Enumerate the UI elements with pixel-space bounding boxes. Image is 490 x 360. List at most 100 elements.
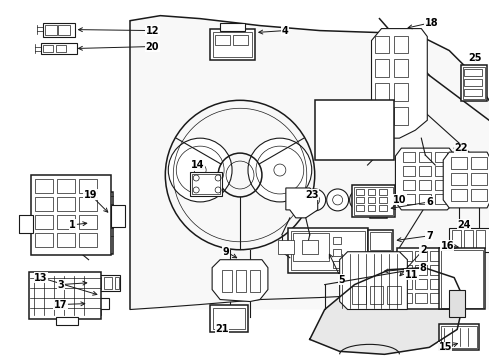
Bar bbox=[293, 233, 329, 261]
Circle shape bbox=[304, 189, 326, 211]
Text: 18: 18 bbox=[424, 18, 438, 28]
Bar bbox=[43, 45, 53, 53]
Bar bbox=[471, 157, 487, 169]
Bar bbox=[451, 157, 467, 169]
Bar bbox=[471, 173, 487, 185]
Circle shape bbox=[248, 138, 312, 202]
Bar bbox=[333, 261, 341, 268]
Bar bbox=[463, 67, 485, 99]
Polygon shape bbox=[212, 260, 268, 302]
Bar bbox=[452, 230, 461, 248]
Bar bbox=[430, 293, 442, 302]
Bar bbox=[451, 173, 467, 185]
Text: 21: 21 bbox=[215, 324, 229, 334]
Bar bbox=[368, 197, 375, 203]
Polygon shape bbox=[310, 268, 464, 354]
Bar bbox=[356, 189, 364, 195]
Bar bbox=[430, 251, 442, 261]
Bar bbox=[29, 272, 100, 319]
Bar bbox=[210, 28, 255, 60]
Circle shape bbox=[349, 189, 371, 211]
Bar bbox=[78, 197, 97, 211]
Bar bbox=[375, 107, 390, 125]
Bar bbox=[439, 324, 479, 350]
Polygon shape bbox=[130, 15, 489, 310]
Bar bbox=[416, 265, 427, 275]
Bar bbox=[57, 179, 74, 193]
Bar bbox=[354, 187, 393, 215]
Bar bbox=[333, 237, 341, 244]
Bar bbox=[464, 69, 482, 76]
Bar bbox=[236, 270, 246, 292]
Bar bbox=[394, 84, 408, 101]
Polygon shape bbox=[371, 28, 427, 138]
Bar bbox=[319, 104, 390, 156]
Bar bbox=[461, 66, 487, 101]
Bar bbox=[379, 197, 388, 203]
Text: 2: 2 bbox=[420, 245, 427, 255]
Text: 20: 20 bbox=[146, 41, 159, 51]
Bar bbox=[57, 215, 74, 229]
Text: 11: 11 bbox=[405, 270, 418, 280]
Polygon shape bbox=[395, 148, 455, 210]
Bar bbox=[449, 289, 465, 318]
Text: 22: 22 bbox=[454, 143, 468, 153]
Bar bbox=[222, 270, 232, 292]
Circle shape bbox=[168, 138, 232, 202]
Bar bbox=[333, 249, 341, 256]
Bar bbox=[111, 205, 125, 227]
Bar bbox=[419, 152, 431, 162]
Text: 16: 16 bbox=[441, 241, 454, 251]
Bar bbox=[400, 293, 413, 302]
Bar bbox=[379, 189, 388, 195]
Bar bbox=[58, 24, 70, 35]
Bar bbox=[315, 100, 394, 160]
Text: 15: 15 bbox=[439, 342, 452, 352]
Bar bbox=[352, 185, 395, 217]
Bar bbox=[441, 250, 483, 307]
Polygon shape bbox=[340, 252, 407, 310]
Bar bbox=[403, 180, 416, 190]
Bar bbox=[449, 228, 490, 252]
Text: 25: 25 bbox=[468, 54, 482, 63]
Bar bbox=[371, 202, 386, 216]
Bar bbox=[31, 175, 111, 255]
Bar bbox=[400, 265, 413, 275]
Bar bbox=[78, 179, 97, 193]
Bar bbox=[441, 327, 477, 348]
Bar bbox=[400, 279, 413, 289]
Text: 10: 10 bbox=[392, 195, 406, 205]
Bar bbox=[103, 276, 112, 289]
Bar bbox=[435, 194, 447, 204]
Text: 14: 14 bbox=[192, 160, 205, 170]
Bar bbox=[416, 293, 427, 302]
Bar bbox=[210, 305, 248, 332]
Bar bbox=[57, 197, 74, 211]
Circle shape bbox=[372, 189, 394, 211]
Bar bbox=[19, 215, 33, 233]
Bar bbox=[278, 240, 294, 254]
Bar bbox=[93, 276, 100, 289]
Text: 9: 9 bbox=[222, 247, 229, 257]
Bar bbox=[435, 152, 447, 162]
Bar bbox=[419, 194, 431, 204]
Bar bbox=[213, 307, 245, 329]
Bar bbox=[233, 35, 248, 45]
Bar bbox=[439, 248, 485, 310]
Bar bbox=[435, 180, 447, 190]
Bar bbox=[368, 230, 393, 252]
Bar bbox=[451, 189, 467, 201]
Text: 12: 12 bbox=[146, 26, 159, 36]
Bar bbox=[220, 23, 245, 31]
Bar bbox=[394, 36, 408, 54]
Bar bbox=[56, 318, 77, 325]
Text: 13: 13 bbox=[34, 273, 48, 283]
Bar bbox=[192, 174, 220, 194]
Bar bbox=[352, 285, 366, 303]
Bar bbox=[403, 152, 416, 162]
Bar bbox=[394, 59, 408, 77]
Bar bbox=[35, 179, 53, 193]
Bar bbox=[368, 267, 378, 276]
Bar bbox=[43, 23, 74, 37]
Bar bbox=[35, 215, 53, 229]
